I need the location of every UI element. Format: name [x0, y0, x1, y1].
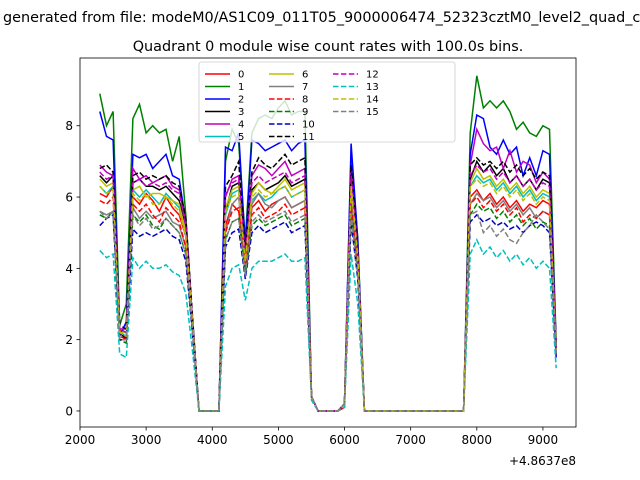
suptitle: Plot generated from file: modeM0/AS1C09_…	[0, 10, 640, 26]
legend-label-1: 1	[238, 82, 244, 93]
x-axis: 2000 3000 4000 5000 6000 7000 8000 9000	[65, 427, 558, 447]
series-line-5	[99, 174, 557, 412]
legend-label-4: 4	[238, 120, 244, 131]
series-line-8	[99, 195, 557, 412]
x-offset-label: +4.8637e8	[509, 454, 576, 468]
x-tick-label: 7000	[395, 433, 426, 447]
x-tick-label: 2000	[65, 433, 96, 447]
legend-label-12: 12	[366, 70, 379, 81]
x-tick-label: 9000	[528, 433, 559, 447]
y-tick-label: 2	[65, 333, 73, 347]
plot-frame	[79, 57, 577, 428]
legend-label-7: 7	[302, 82, 308, 93]
legend-label-15: 15	[366, 107, 379, 118]
series-line-7	[99, 192, 557, 412]
y-tick-label: 4	[65, 262, 73, 276]
legend-label-5: 5	[238, 132, 244, 143]
legend-label-0: 0	[238, 70, 244, 81]
series-line-9	[99, 202, 557, 412]
series-line-10	[99, 213, 557, 412]
series-line-11	[99, 153, 557, 412]
legend-box	[198, 61, 456, 143]
x-tick-label: 3000	[131, 433, 162, 447]
legend-label-14: 14	[366, 95, 379, 106]
x-tick-label: 4000	[197, 433, 228, 447]
x-tick-label: 6000	[329, 433, 360, 447]
series-line-4	[99, 126, 557, 412]
series-line-15	[99, 209, 557, 412]
series-line-13	[99, 238, 557, 412]
legend-label-11: 11	[302, 132, 315, 143]
legend-label-3: 3	[238, 107, 244, 118]
legend-label-6: 6	[302, 70, 308, 81]
plot-lines	[99, 75, 557, 412]
legend-label-10: 10	[302, 120, 315, 131]
series-line-14	[99, 178, 557, 412]
x-tick-label: 8000	[462, 433, 493, 447]
y-tick-label: 6	[65, 191, 73, 205]
legend-label-13: 13	[366, 82, 379, 93]
y-tick-label: 8	[65, 119, 73, 133]
legend-label-2: 2	[238, 95, 244, 106]
legend-label-8: 8	[302, 95, 308, 106]
y-axis: 0 2 4 6 8	[65, 119, 80, 418]
y-tick-label: 0	[65, 404, 73, 418]
series-line-6	[99, 166, 557, 412]
series-line-2	[99, 111, 557, 412]
chart-title: Quadrant 0 module wise count rates with …	[133, 39, 524, 55]
legend-label-9: 9	[302, 107, 308, 118]
x-tick-label: 5000	[263, 433, 294, 447]
